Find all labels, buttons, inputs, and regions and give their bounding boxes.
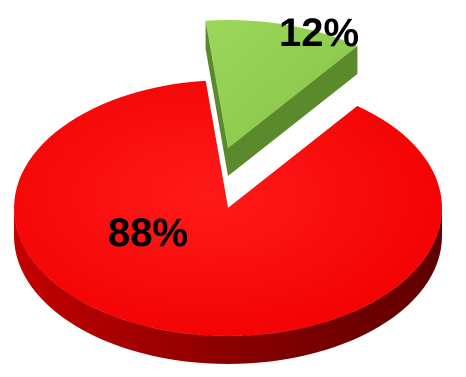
slice-88-top bbox=[14, 80, 442, 336]
data-label-12: 12% bbox=[279, 11, 359, 55]
slice-12-edge bbox=[205, 20, 228, 177]
slice-88-side bbox=[14, 208, 442, 364]
slice-12-edge bbox=[228, 46, 358, 176]
slice-12-top bbox=[205, 20, 358, 148]
data-label-88: 88% bbox=[108, 211, 188, 255]
